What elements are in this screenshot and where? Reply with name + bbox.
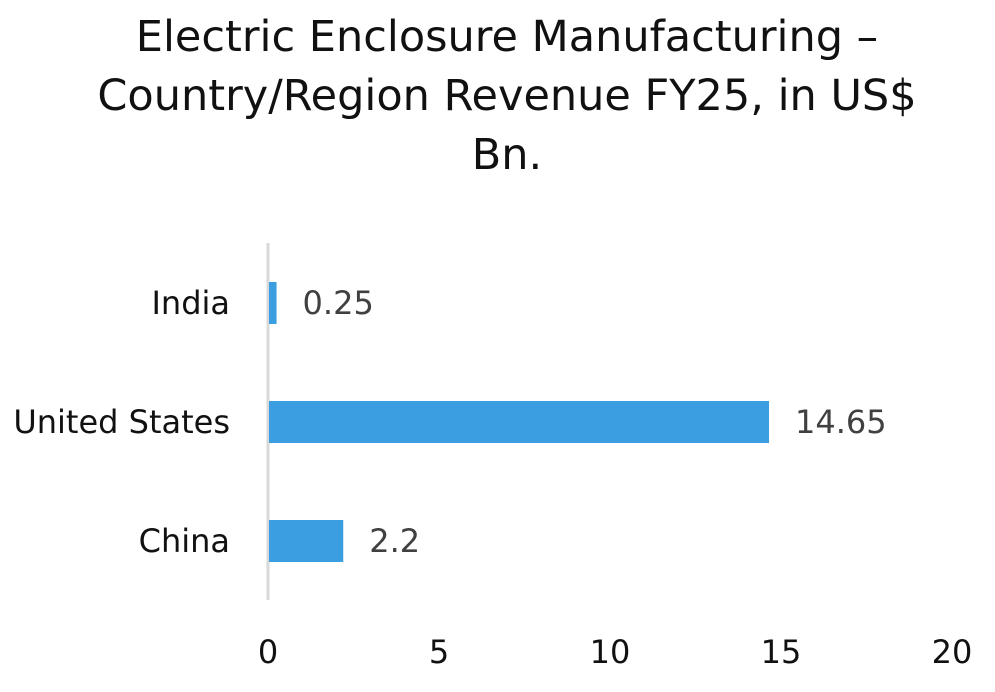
x-tick-label-20: 20 xyxy=(932,633,973,671)
value-label-india: 0.25 xyxy=(303,284,374,322)
category-label-india: India xyxy=(151,284,230,322)
bar-india xyxy=(269,282,277,324)
category-label-china: China xyxy=(139,522,230,560)
x-tick-label-5: 5 xyxy=(429,633,449,671)
bars-group xyxy=(269,282,770,562)
chart-title: Electric Enclosure Manufacturing – Count… xyxy=(97,12,917,180)
value-label-china: 2.2 xyxy=(369,522,420,560)
x-tick-label-15: 15 xyxy=(761,633,802,671)
x-axis-tick-labels: 0 5 10 15 20 xyxy=(258,633,973,671)
bar-china xyxy=(269,520,344,562)
category-labels: India United States China xyxy=(13,284,230,560)
bar-united-states xyxy=(269,401,770,443)
value-label-united-states: 14.65 xyxy=(795,403,887,441)
x-tick-label-10: 10 xyxy=(590,633,631,671)
category-label-united-states: United States xyxy=(13,403,230,441)
value-labels: 0.25 14.65 2.2 xyxy=(303,284,887,560)
x-tick-label-0: 0 xyxy=(258,633,278,671)
